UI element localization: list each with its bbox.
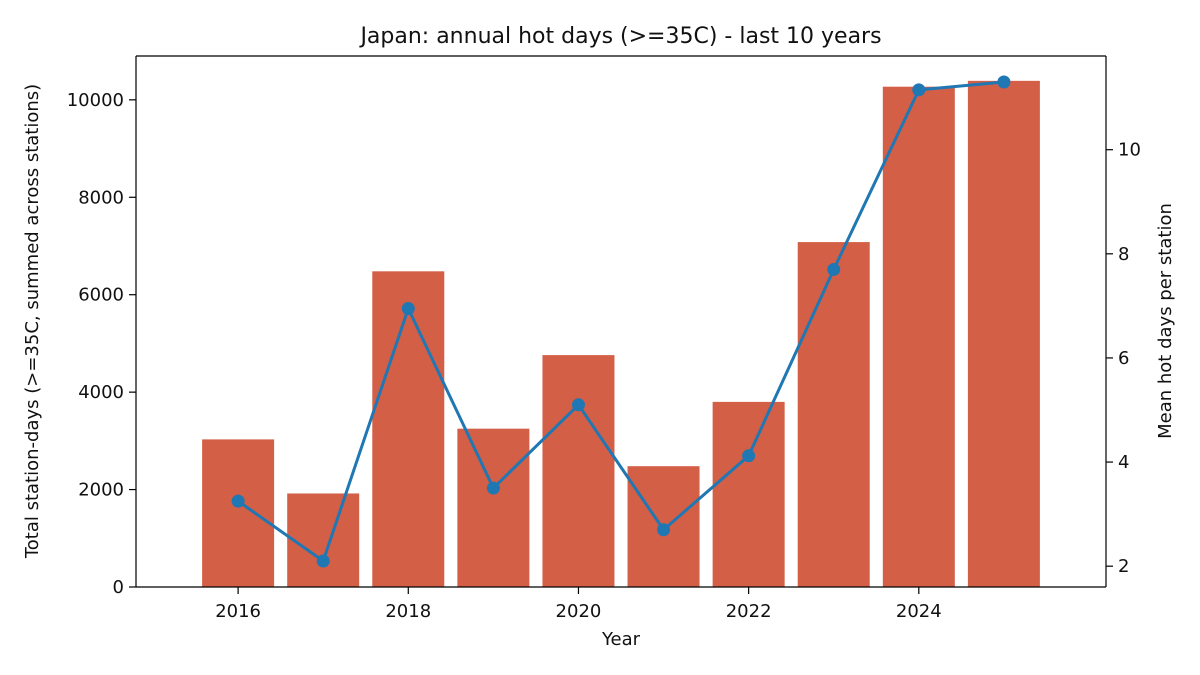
line-series [231, 75, 1011, 568]
bar-2020 [542, 355, 615, 587]
right-y-tick-label-6: 6 [1118, 348, 1129, 369]
line-point-2016 [231, 494, 245, 508]
right-y-tick-label-10: 10 [1118, 140, 1141, 161]
x-tick-label-2018: 2018 [385, 601, 431, 622]
x-ticks: 2016 2018 2020 2022 2024 [215, 587, 942, 622]
chart-title: Japan: annual hot days (>=35C) - last 10… [358, 24, 881, 49]
left-y-tick-label-6000: 6000 [78, 285, 124, 306]
left-y-tick-label-8000: 8000 [78, 187, 124, 208]
line-point-2017 [316, 554, 330, 568]
bar-2017 [287, 493, 360, 587]
right-y-axis-label: Mean hot days per station [1155, 203, 1176, 439]
line-point-2025 [997, 75, 1011, 89]
bar-2019 [457, 428, 530, 587]
right-y-tick-label-2: 2 [1118, 556, 1129, 577]
right-y-ticks: 2 4 6 8 10 [1106, 140, 1141, 577]
left-y-ticks: 0 2000 4000 6000 8000 10000 [67, 90, 136, 598]
bar-2024 [882, 86, 955, 587]
bar-2016 [202, 439, 275, 587]
line-point-2023 [827, 262, 841, 276]
bar-2023 [797, 242, 870, 587]
right-y-tick-label-8: 8 [1118, 244, 1129, 265]
line-point-2018 [401, 301, 415, 315]
x-tick-label-2024: 2024 [896, 601, 942, 622]
line-point-2020 [571, 398, 585, 412]
right-y-tick-label-4: 4 [1118, 452, 1129, 473]
line-path [236, 80, 1006, 563]
left-y-tick-label-10000: 10000 [67, 90, 124, 111]
left-y-tick-label-4000: 4000 [78, 382, 124, 403]
bar-2022 [712, 401, 785, 587]
left-y-tick-label-0: 0 [113, 577, 124, 598]
x-tick-label-2020: 2020 [556, 601, 602, 622]
line-point-2022 [742, 449, 756, 463]
left-y-axis-label: Total station-days (>=35C, summed across… [22, 84, 43, 559]
axes [135, 55, 1107, 588]
bar-2018 [372, 271, 445, 587]
left-y-tick-label-2000: 2000 [78, 480, 124, 501]
line-point-2019 [486, 481, 500, 495]
bar-series [202, 80, 1040, 587]
line-point-2024 [912, 83, 926, 97]
line-point-2021 [657, 523, 671, 537]
bar-2025 [967, 80, 1040, 587]
x-tick-label-2022: 2022 [726, 601, 772, 622]
x-axis-label: Year [601, 629, 641, 650]
x-tick-label-2016: 2016 [215, 601, 261, 622]
